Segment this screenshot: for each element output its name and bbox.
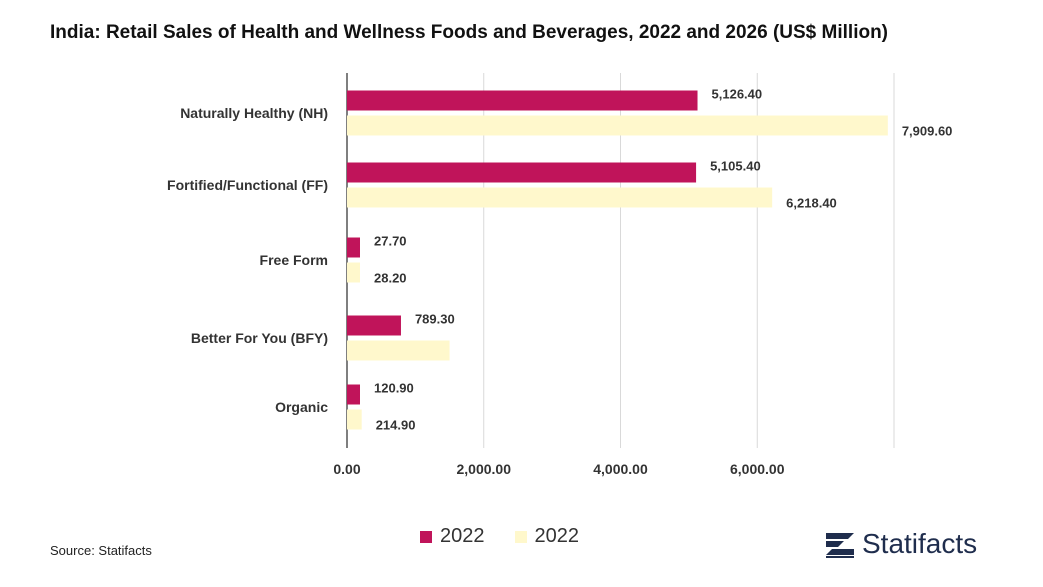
- bar: [347, 409, 362, 430]
- bar: [347, 315, 401, 336]
- category-label: Free Form: [260, 252, 328, 268]
- legend-swatch-series-b: [514, 530, 527, 543]
- category-label: Better For You (BFY): [191, 330, 328, 346]
- bar: [347, 90, 698, 111]
- x-tick-label: 2,000.00: [457, 461, 512, 477]
- data-label: 789.30: [415, 312, 455, 327]
- logo-text: Statifacts: [862, 528, 978, 559]
- source-note: Source: Statifacts: [50, 543, 152, 558]
- bar: [347, 187, 773, 208]
- data-label: 28.20: [374, 271, 407, 286]
- bar: [347, 115, 888, 136]
- category-label: Naturally Healthy (NH): [180, 105, 328, 121]
- data-label: 5,105.40: [710, 159, 761, 174]
- data-label: 27.70: [374, 234, 407, 249]
- bar: [347, 384, 360, 405]
- statifacts-logo: Statifacts: [824, 528, 977, 560]
- data-label: 6,218.40: [786, 196, 837, 211]
- category-label: Organic: [275, 399, 328, 415]
- bar: [347, 162, 697, 183]
- statifacts-logo-icon: [824, 529, 856, 559]
- category-label: Fortified/Functional (FF): [167, 177, 328, 193]
- bar: [347, 340, 450, 361]
- data-label: 5,126.40: [712, 87, 763, 102]
- chart-title: India: Retail Sales of Health and Wellne…: [50, 22, 889, 43]
- bar: [347, 262, 360, 283]
- legend: 2022 2022: [420, 525, 579, 548]
- x-tick-label: 0.00: [333, 461, 360, 477]
- legend-item-series-a: 2022: [420, 525, 485, 548]
- x-tick-label: 4,000.00: [593, 461, 648, 477]
- legend-label-series-a: 2022: [440, 525, 485, 547]
- data-label: 214.90: [376, 418, 416, 433]
- legend-item-series-b: 2022: [514, 525, 580, 548]
- data-label: 120.90: [374, 381, 414, 396]
- data-label: 7,909.60: [902, 124, 953, 139]
- x-tick-label: 6,000.00: [730, 461, 785, 477]
- legend-swatch-series-a: [420, 530, 432, 543]
- bar: [347, 237, 360, 258]
- legend-label-series-b: 2022: [534, 525, 580, 547]
